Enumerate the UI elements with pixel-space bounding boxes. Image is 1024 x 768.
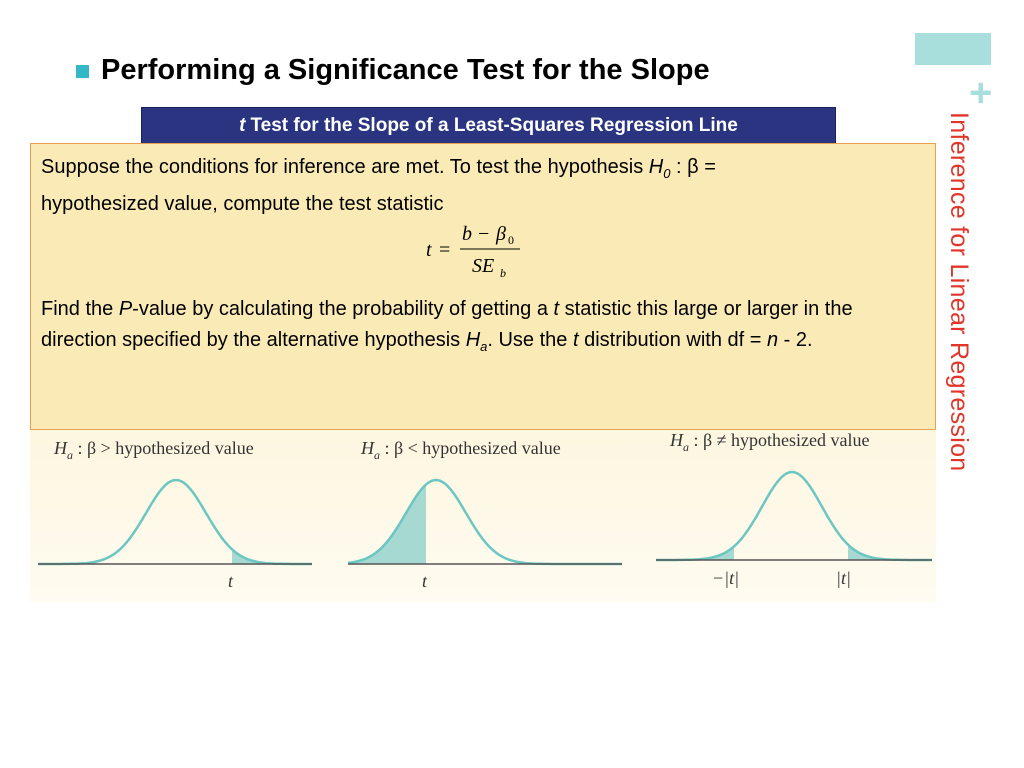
normal-curve bbox=[38, 478, 312, 566]
para2-e: distribution with df = bbox=[578, 329, 767, 351]
panel3-label: Ha : β ≠ hypothesized value bbox=[669, 430, 870, 454]
panel2-label: Ha : β < hypothesized value bbox=[360, 438, 561, 462]
banner-italic-t: t bbox=[239, 115, 246, 136]
para2-ha: H bbox=[465, 329, 481, 351]
para2-c: statistic this large or larger in the di… bbox=[41, 298, 853, 351]
formula-num-minus: − bbox=[478, 223, 489, 245]
tick-label-neg-abs-t: −|t| bbox=[712, 568, 739, 588]
left-tail-shading bbox=[348, 484, 426, 564]
panel-two-tailed: Ha : β ≠ hypothesized value −|t| |t| bbox=[654, 424, 936, 602]
test-statistic-formula: t = b − β 0 SE b bbox=[426, 223, 520, 280]
para1-text: Suppose the conditions for inference are… bbox=[41, 156, 649, 178]
right-tail-shading bbox=[848, 544, 932, 560]
plus-decoration-icon: + bbox=[969, 71, 993, 115]
para2-b: -value by calculating the probability of… bbox=[132, 298, 554, 320]
heading-text: Performing a Significance Test for the S… bbox=[101, 54, 710, 86]
para1-rest: hypothesized value, compute the test sta… bbox=[41, 193, 444, 215]
slide-heading: Performing a Significance Test for the S… bbox=[76, 54, 710, 87]
tick-label-t: t bbox=[422, 571, 428, 591]
normal-curve bbox=[656, 470, 932, 562]
formula-equals: = bbox=[439, 239, 450, 261]
distribution-panels: Ha : β > hypothesized value t Ha : β < h… bbox=[30, 430, 936, 602]
para2-t1: t bbox=[553, 298, 560, 320]
para2-ha-sub: a bbox=[480, 339, 488, 354]
para2-a: Find the bbox=[41, 298, 119, 320]
right-tail-shading bbox=[232, 549, 312, 564]
formula-num-sub: 0 bbox=[508, 233, 514, 247]
para1-h: H bbox=[648, 156, 664, 178]
formula-t: t bbox=[426, 239, 432, 261]
formula-num-b: b bbox=[462, 223, 472, 245]
square-bullet-icon bbox=[76, 65, 89, 78]
para2-d: . Use the bbox=[487, 329, 573, 351]
para2-n: n bbox=[766, 329, 779, 351]
panel-left-tailed: Ha : β < hypothesized value t bbox=[346, 430, 626, 602]
definition-banner: t Test for the Slope of a Least-Squares … bbox=[141, 107, 836, 145]
section-title-vertical: Inference for Linear Regression bbox=[945, 112, 973, 472]
formula-den: SE bbox=[472, 255, 494, 277]
paragraph-p-value: Find the P-value by calculating the prob… bbox=[41, 294, 921, 362]
panel1-label: Ha : β > hypothesized value bbox=[53, 438, 254, 462]
formula-num-beta: β bbox=[495, 223, 506, 245]
paragraph-hypothesis: Suppose the conditions for inference are… bbox=[41, 152, 921, 220]
left-tail-shading bbox=[656, 546, 734, 560]
tick-label-t: t bbox=[228, 571, 234, 591]
banner-text: Test for the Slope of a Least-Squares Re… bbox=[250, 115, 738, 136]
decorative-bar bbox=[915, 33, 991, 65]
tick-label-abs-t: |t| bbox=[836, 568, 851, 588]
formula-den-sub: b bbox=[500, 266, 506, 280]
panel-right-tailed: Ha : β > hypothesized value t bbox=[36, 430, 316, 602]
para2-t2: t bbox=[572, 329, 579, 351]
para1-beta: : β = bbox=[670, 156, 716, 178]
para2-f: - 2. bbox=[778, 329, 813, 351]
definition-box: Suppose the conditions for inference are… bbox=[30, 143, 936, 430]
para1-h-sub: 0 bbox=[663, 166, 671, 181]
para2-p: P bbox=[118, 298, 133, 320]
